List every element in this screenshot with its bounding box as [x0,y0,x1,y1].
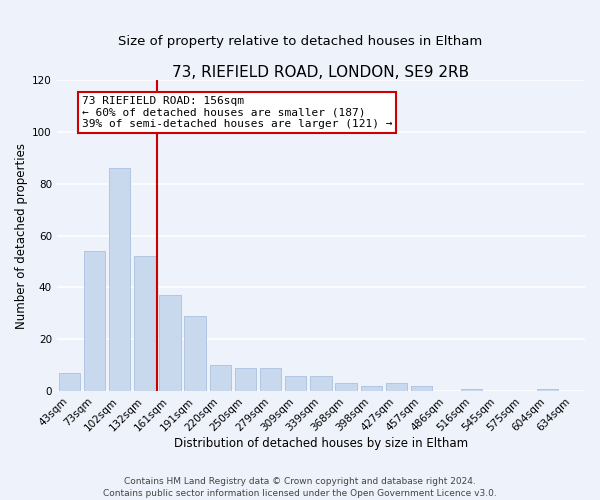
Bar [184,316,206,391]
Bar [536,388,558,391]
Bar [209,365,231,391]
Bar [134,256,155,391]
Bar [386,384,407,391]
Bar [59,373,80,391]
Bar [461,388,482,391]
X-axis label: Distribution of detached houses by size in Eltham: Distribution of detached houses by size … [174,437,468,450]
Title: 73, RIEFIELD ROAD, LONDON, SE9 2RB: 73, RIEFIELD ROAD, LONDON, SE9 2RB [172,65,469,80]
Text: Contains HM Land Registry data © Crown copyright and database right 2024.
Contai: Contains HM Land Registry data © Crown c… [103,476,497,498]
Y-axis label: Number of detached properties: Number of detached properties [15,142,28,328]
Bar [109,168,130,391]
Bar [285,376,307,391]
Bar [260,368,281,391]
Bar [235,368,256,391]
Bar [361,386,382,391]
Bar [310,376,332,391]
Bar [335,384,357,391]
Bar [411,386,432,391]
Text: Size of property relative to detached houses in Eltham: Size of property relative to detached ho… [118,34,482,48]
Text: 73 RIEFIELD ROAD: 156sqm
← 60% of detached houses are smaller (187)
39% of semi-: 73 RIEFIELD ROAD: 156sqm ← 60% of detach… [82,96,392,129]
Bar [159,295,181,391]
Bar [84,251,105,391]
